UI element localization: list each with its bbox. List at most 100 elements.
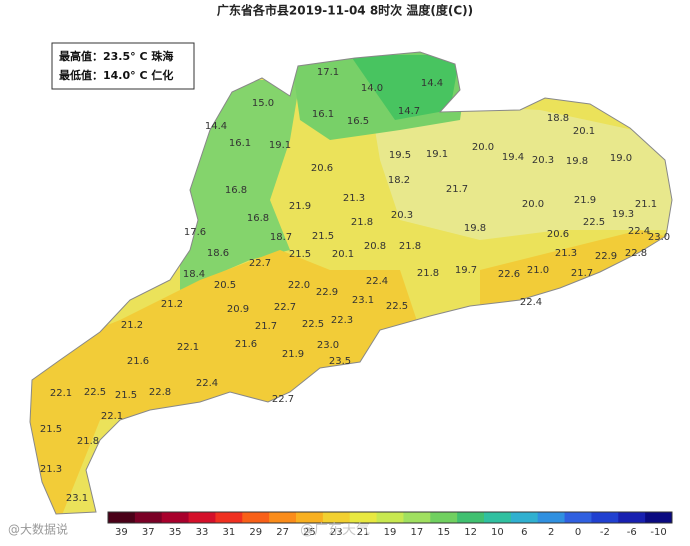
temp-label: 21.8 bbox=[399, 241, 421, 252]
temp-label: 21.8 bbox=[351, 217, 373, 228]
colorbar-label: 10 bbox=[491, 527, 504, 538]
colorbar-segment bbox=[618, 512, 646, 523]
temp-label: 22.4 bbox=[366, 276, 388, 287]
temp-label: 22.4 bbox=[520, 297, 542, 308]
temp-label: 15.0 bbox=[252, 98, 274, 109]
colorbar-label: -2 bbox=[600, 527, 610, 538]
colorbar-segment bbox=[645, 512, 673, 523]
temp-label: 19.8 bbox=[566, 156, 588, 167]
temp-label: 17.1 bbox=[317, 67, 339, 78]
colorbar-segment bbox=[537, 512, 566, 523]
temp-label: 14.0 bbox=[361, 83, 383, 94]
temp-label: 21.3 bbox=[40, 464, 62, 475]
temp-label: 22.8 bbox=[149, 387, 171, 398]
temp-label: 21.9 bbox=[282, 349, 304, 360]
temp-label: 21.1 bbox=[635, 199, 657, 210]
colorbar-label: 37 bbox=[142, 527, 155, 538]
watermark: @大数据说 bbox=[8, 522, 68, 537]
temp-label: 18.7 bbox=[270, 232, 292, 243]
temp-label: 22.7 bbox=[274, 302, 296, 313]
temp-label: 22.9 bbox=[595, 251, 617, 262]
temp-label: 20.1 bbox=[573, 126, 595, 137]
temp-label: 20.8 bbox=[364, 241, 386, 252]
temp-label: 22.1 bbox=[101, 411, 123, 422]
temp-label: 14.4 bbox=[205, 121, 227, 132]
temp-label: 21.5 bbox=[289, 249, 311, 260]
temp-label: 23.1 bbox=[352, 295, 374, 306]
colorbar-segment bbox=[269, 512, 297, 523]
temp-label: 18.4 bbox=[183, 269, 205, 280]
temp-label: 20.9 bbox=[227, 304, 249, 315]
colorbar-label: 23 bbox=[330, 527, 343, 538]
temp-label: 23.1 bbox=[66, 493, 88, 504]
temp-label: 18.8 bbox=[547, 113, 569, 124]
temp-label: 16.5 bbox=[347, 116, 369, 127]
temp-label: 21.2 bbox=[161, 299, 183, 310]
temp-label: 20.6 bbox=[547, 229, 569, 240]
temp-label: 19.4 bbox=[502, 152, 524, 163]
temp-label: 16.1 bbox=[229, 138, 251, 149]
colorbar: 39 37 35 33 31 29 27 25 23 21 19 17 15 12 10 6 2 0 -2 -6 -10 bbox=[107, 511, 673, 538]
temp-label: 23.0 bbox=[648, 232, 670, 243]
temp-label: 22.4 bbox=[628, 226, 650, 237]
temp-label: 21.2 bbox=[121, 320, 143, 331]
temp-label: 21.7 bbox=[255, 321, 277, 332]
colorbar-frame bbox=[107, 511, 673, 524]
temp-label: 22.1 bbox=[50, 388, 72, 399]
temp-label: 21.3 bbox=[343, 193, 365, 204]
colorbar-label: -6 bbox=[627, 527, 637, 538]
colorbar-label: 35 bbox=[169, 527, 182, 538]
temp-label: 21.6 bbox=[235, 339, 257, 350]
temp-label: 22.5 bbox=[583, 217, 605, 228]
title: 广东省各市县2019-11-04 8时次 温度(度(C)) bbox=[217, 3, 473, 18]
colorbar-segment bbox=[108, 512, 136, 523]
watermark: @广东天气 bbox=[300, 522, 370, 538]
temp-label: 21.5 bbox=[312, 231, 334, 242]
temp-label: 16.8 bbox=[247, 213, 269, 224]
temp-label: 22.8 bbox=[625, 248, 647, 259]
colorbar-segment bbox=[296, 512, 324, 523]
temp-label: 22.7 bbox=[249, 258, 271, 269]
temp-label: 16.8 bbox=[225, 185, 247, 196]
colorbar-segment bbox=[591, 512, 619, 523]
temp-label: 21.3 bbox=[555, 248, 577, 259]
colorbar-label: 2 bbox=[548, 527, 554, 538]
temp-label: 14.4 bbox=[421, 78, 443, 89]
info-line: 最高值：23.5° C 珠海 bbox=[59, 49, 173, 63]
colorbar-label: 0 bbox=[575, 527, 581, 538]
temp-label: 19.1 bbox=[269, 140, 291, 151]
temp-label: 21.6 bbox=[127, 356, 149, 367]
temp-label: 20.3 bbox=[532, 155, 554, 166]
colorbar-segment bbox=[403, 512, 431, 523]
temp-label: 22.7 bbox=[272, 394, 294, 405]
temp-label: 23.5 bbox=[329, 356, 351, 367]
temp-label: 17.6 bbox=[184, 227, 206, 238]
colorbar-segment bbox=[484, 512, 512, 523]
colorbar-label: 27 bbox=[276, 527, 289, 538]
info-box bbox=[51, 42, 195, 90]
colorbar-segment bbox=[376, 512, 404, 523]
colorbar-label: 39 bbox=[115, 527, 128, 538]
colorbar-label: 6 bbox=[521, 527, 527, 538]
temp-label: 19.8 bbox=[464, 223, 486, 234]
colorbar-label: 25 bbox=[303, 527, 316, 538]
colorbar-segment bbox=[322, 512, 351, 523]
temp-label: 22.5 bbox=[84, 387, 106, 398]
county-labels: 15.017.114.0 14.414.716.116.514.416.1 19.1… bbox=[40, 67, 670, 504]
temp-label: 21.0 bbox=[527, 265, 549, 276]
colorbar-segment bbox=[564, 512, 592, 523]
colorbar-segment bbox=[430, 512, 458, 523]
colorbar-segment bbox=[134, 512, 163, 523]
temp-label: 21.8 bbox=[77, 436, 99, 447]
temp-label: 19.0 bbox=[610, 153, 632, 164]
colorbar-segment bbox=[188, 512, 216, 523]
colorbar-label: 19 bbox=[384, 527, 397, 538]
colorbar-label: 31 bbox=[222, 527, 235, 538]
temp-label: 22.0 bbox=[288, 280, 310, 291]
temp-label: 21.8 bbox=[417, 268, 439, 279]
colorbar-segment bbox=[457, 512, 485, 523]
temp-label: 20.6 bbox=[311, 163, 333, 174]
temp-label: 18.6 bbox=[207, 248, 229, 259]
colorbar-segment bbox=[242, 512, 270, 523]
